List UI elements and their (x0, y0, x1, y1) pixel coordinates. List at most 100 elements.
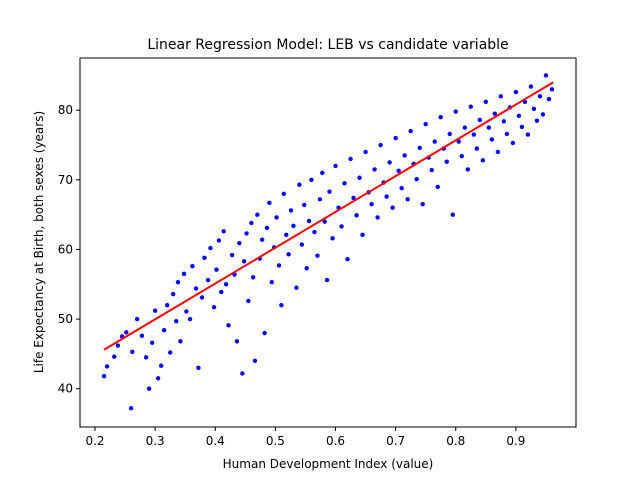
data-point (501, 119, 507, 124)
data-point (288, 208, 294, 213)
data-point (330, 236, 335, 241)
data-point (453, 109, 458, 114)
x-tick-label: 0.5 (266, 434, 285, 448)
data-point (357, 175, 362, 180)
data-point (510, 140, 516, 146)
regression-line (103, 81, 554, 351)
data-point (306, 218, 312, 224)
data-point (226, 323, 231, 328)
data-point (229, 252, 235, 258)
data-point (252, 358, 258, 364)
data-point (167, 350, 173, 355)
data-point (471, 132, 476, 137)
data-point (322, 219, 327, 224)
data-point (246, 298, 251, 304)
data-point (202, 255, 207, 261)
data-point (477, 117, 483, 123)
y-tick-label: 60 (58, 242, 73, 256)
data-point (339, 224, 344, 229)
data-point (459, 153, 464, 159)
data-point (417, 145, 422, 151)
data-point (492, 111, 498, 116)
data-point (489, 137, 495, 142)
data-point (315, 253, 320, 258)
data-point (190, 263, 195, 269)
data-point (184, 309, 189, 314)
y-tick-label: 50 (58, 312, 73, 326)
data-point (375, 215, 380, 220)
data-point (146, 386, 152, 391)
data-point (534, 118, 540, 123)
data-point (196, 365, 201, 371)
data-point (537, 94, 543, 99)
data-point (158, 363, 164, 368)
y-axis: 40 50 60 70 80 (58, 103, 80, 396)
data-point (255, 212, 260, 217)
data-point (128, 406, 134, 411)
data-point (205, 277, 211, 283)
data-point (486, 125, 492, 130)
data-point (462, 125, 467, 130)
data-point (286, 252, 291, 257)
x-axis-label: Human Development Index (value) (223, 457, 434, 471)
y-tick-label: 80 (58, 103, 73, 117)
data-point (281, 191, 287, 196)
data-point (456, 139, 461, 144)
data-point (393, 135, 398, 141)
data-point (276, 263, 282, 268)
data-point (164, 302, 170, 308)
data-point (324, 277, 330, 283)
data-point (302, 202, 307, 208)
plot-frame (79, 57, 577, 428)
data-point (387, 160, 392, 165)
data-point (130, 349, 135, 355)
x-tick-label: 0.8 (446, 434, 465, 448)
data-point (216, 238, 222, 243)
data-point (447, 131, 452, 137)
data-point (423, 121, 428, 127)
data-point (264, 225, 270, 231)
data-point (312, 229, 317, 235)
data-point (297, 182, 302, 187)
data-point (432, 139, 437, 144)
data-point (221, 229, 226, 234)
y-tick-label: 70 (58, 173, 73, 187)
data-point (348, 156, 353, 162)
data-point (173, 318, 179, 324)
data-point (384, 194, 389, 199)
data-point (351, 195, 356, 201)
data-point (435, 184, 440, 190)
data-point (299, 242, 305, 247)
data-point (378, 142, 383, 148)
data-point (124, 330, 129, 335)
data-point (269, 279, 274, 285)
data-point (139, 333, 145, 338)
data-point (513, 89, 519, 95)
data-point (414, 176, 419, 182)
data-point (152, 308, 158, 313)
data-point (294, 285, 299, 290)
data-point (420, 202, 425, 207)
data-point (274, 215, 279, 220)
data-point (143, 355, 149, 360)
data-point (327, 189, 332, 194)
data-point (354, 213, 359, 218)
data-point (549, 87, 555, 92)
data-point (259, 237, 265, 242)
data-point (495, 149, 501, 155)
data-point (363, 149, 368, 155)
data-point (483, 99, 489, 105)
data-point (480, 158, 486, 163)
data-point (134, 316, 140, 322)
data-point (360, 232, 365, 238)
data-point (181, 271, 187, 277)
chart-title: Linear Regression Model: LEB vs candidat… (147, 37, 508, 53)
data-point (267, 200, 272, 206)
x-tick-label: 0.7 (386, 434, 405, 448)
data-point (249, 220, 254, 226)
scatter-points (101, 73, 555, 411)
data-point (396, 168, 401, 173)
data-point (187, 316, 193, 322)
data-point (279, 302, 284, 308)
regression-line-path (103, 81, 554, 351)
